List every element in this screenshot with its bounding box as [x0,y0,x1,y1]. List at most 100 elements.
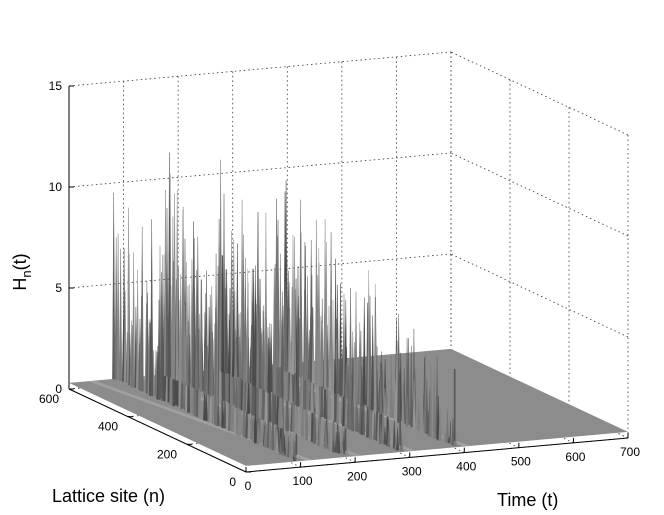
burst-spike [337,431,341,454]
burst-2 [163,152,348,457]
burst-spike [299,199,303,378]
burst-spike [331,438,335,452]
burst-spike [234,355,238,408]
burst-spike [195,270,199,390]
burst-spike [187,334,191,385]
burst-spike [145,292,150,394]
burst-spike [379,423,383,445]
burst-spike [329,430,333,450]
gridline-right-z [450,253,629,338]
burst-spike [251,420,255,442]
burst-spike [261,331,265,391]
burst-spike [336,364,340,424]
burst-spike [112,192,116,380]
burst-spike [401,380,405,425]
burst-spike [267,337,271,393]
burst-spike [199,319,203,392]
burst-spike [179,274,183,381]
burst-spike [323,388,327,419]
burst-spike [342,293,346,397]
burst-spike [399,352,403,422]
burst-spike [175,190,179,381]
burst-spike [366,390,370,438]
burst-spike [157,299,161,400]
burst-spike [356,408,360,433]
burst-spike [261,371,265,421]
burst-spike [362,297,366,405]
burst-spike [165,207,169,377]
burst-spike [114,237,118,380]
burst-spike [327,429,331,451]
burst-spike [165,364,169,402]
burst-spike [304,325,308,381]
burst-spike [397,369,401,423]
burst-spike [231,324,235,377]
y-tick-label: 200 [157,447,177,461]
gridline-back-z [68,51,452,87]
burst-spike [371,315,375,411]
burst-spike [412,380,416,430]
burst-spike [311,323,315,384]
burst-spike [221,255,225,373]
burst-spike [235,243,239,378]
burst-spike [333,355,337,394]
y-axis-label: Lattice site (n) [52,486,165,506]
x-tick-label: 600 [565,450,585,464]
burst-spike [193,368,197,417]
burst-spike [415,372,419,431]
burst-spike [395,350,399,421]
burst-spike [288,326,292,373]
burst-spike [265,318,269,392]
burst-spike [224,269,228,374]
y-tick-label: 0 [229,475,236,489]
burst-spike [193,288,197,389]
burst-spike [438,405,442,441]
gridline-back-z [68,152,452,188]
burst-spike [429,363,433,437]
x-tick-label: 300 [402,464,422,478]
burst-spike [278,356,282,399]
burst-spike [234,329,238,379]
burst-spike [167,152,171,378]
burst-spike [216,396,220,427]
burst-spike [214,253,218,397]
z-axis-label-main: H [10,278,30,291]
burst-spike [379,366,383,414]
burst-4 [274,180,458,447]
burst-spike [386,384,390,417]
burst-spike [324,423,328,449]
svg-text:Hn(t): Hn(t) [10,253,34,290]
burst-spike [284,288,288,372]
burst-spike [275,429,279,454]
burst-spike [340,443,344,456]
burst-spike [354,341,358,403]
z-tick-label: 15 [49,79,63,93]
burst-spike [269,324,273,392]
burst-spike [173,193,177,380]
burst-spike [281,450,286,457]
burst-spike [396,427,400,451]
burst-spike [348,384,352,430]
burst-spike [328,348,332,391]
burst-spike [344,393,348,429]
burst-spike [210,286,214,397]
burst-spike [373,407,377,440]
burst-spike [245,396,249,439]
burst-spike [358,322,362,405]
burst-spike [312,403,316,444]
burst-spike [325,325,329,388]
burst-spike [443,430,447,442]
burst-spike [119,248,123,381]
burst-spike [417,403,421,431]
burst-spike [451,417,455,446]
burst-spike [292,456,296,461]
burst-spike [383,387,387,416]
x-tick-label: 400 [456,460,476,474]
burst-spike [335,284,340,394]
burst-spike [256,411,260,445]
burst-spike [405,395,409,427]
x-tick-label: 100 [293,474,313,488]
burst-spike [140,226,144,392]
